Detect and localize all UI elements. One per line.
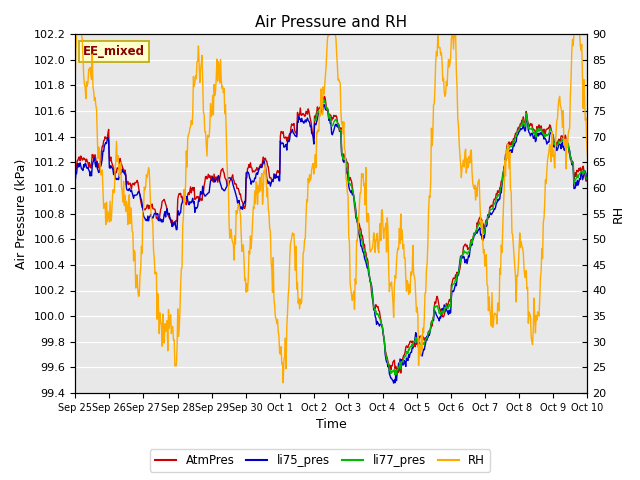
Y-axis label: RH: RH (612, 204, 625, 223)
Y-axis label: Air Pressure (kPa): Air Pressure (kPa) (15, 158, 28, 269)
Legend: AtmPres, li75_pres, li77_pres, RH: AtmPres, li75_pres, li77_pres, RH (150, 449, 490, 472)
Text: EE_mixed: EE_mixed (83, 45, 145, 58)
X-axis label: Time: Time (316, 419, 347, 432)
Title: Air Pressure and RH: Air Pressure and RH (255, 15, 408, 30)
